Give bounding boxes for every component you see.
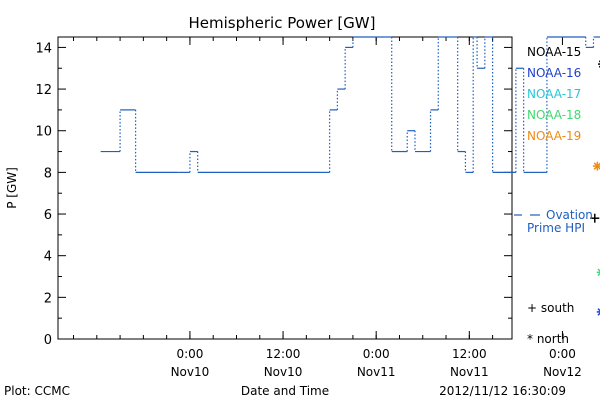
x-axis-label: Date and Time: [241, 384, 329, 398]
plot-frame: [57, 36, 513, 340]
y-tick-label: 6: [44, 208, 52, 223]
legend-entry: NOAA-15: [527, 45, 581, 59]
footer-right: 2012/11/12 16:30:09: [439, 384, 566, 398]
data-point-north: [592, 161, 600, 171]
chart-title: Hemispheric Power [GW]: [189, 14, 376, 32]
x-tick-label-time: 12:00: [266, 347, 301, 361]
y-tick-label: 14: [35, 41, 52, 56]
y-tick-label: 4: [44, 250, 52, 265]
x-tick-label-date: Nov11: [450, 365, 489, 379]
data-point-north: [596, 268, 600, 277]
footer-left: Plot: CCMC: [4, 384, 70, 398]
y-tick-label: 10: [35, 125, 52, 140]
y-axis-label: P [GW]: [5, 167, 19, 209]
x-tick-label-time: 12:00: [452, 347, 487, 361]
x-tick-label-date: Nov12: [543, 365, 582, 379]
data-point-north: [596, 308, 600, 316]
y-tick-label: 12: [35, 83, 52, 98]
ovation-series-line: [100, 36, 600, 173]
x-tick-label-time: 0:00: [176, 347, 203, 361]
legend-entry: NOAA-17: [527, 87, 581, 101]
x-tick-label-time: 0:00: [363, 347, 390, 361]
y-tick-label: 8: [44, 166, 52, 181]
symbol-legend-north: * north: [527, 332, 569, 346]
satellite-markers: [590, 60, 600, 316]
x-tick-label-date: Nov10: [171, 365, 210, 379]
legend-entry: NOAA-19: [527, 129, 581, 143]
x-tick-label-time: 0:00: [549, 347, 576, 361]
symbol-legend-south: + south: [527, 301, 574, 315]
legend-entry: NOAA-16: [527, 66, 581, 80]
y-tick-label: 2: [44, 291, 52, 306]
x-tick-label-date: Nov10: [264, 365, 303, 379]
ovation-legend-label-1: Ovation: [546, 208, 593, 222]
legend: NOAA-15 NOAA-16 NOAA-17 NOAA-18 NOAA-19 Ovati…: [514, 45, 593, 346]
y-axis-ticks: 0 2 4 6 8 10 12 14: [35, 41, 512, 348]
x-axis-ticks: 0:00 Nov10 12:00 Nov10 0:00 Nov11 12:00 Nov11 0:…: [73, 37, 582, 379]
ovation-legend-label-2: Prime HPI: [527, 221, 585, 235]
legend-entry: NOAA-18: [527, 108, 581, 122]
data-point-south: [590, 213, 600, 223]
y-tick-label: 0: [44, 333, 52, 348]
x-tick-label-date: Nov11: [357, 365, 396, 379]
